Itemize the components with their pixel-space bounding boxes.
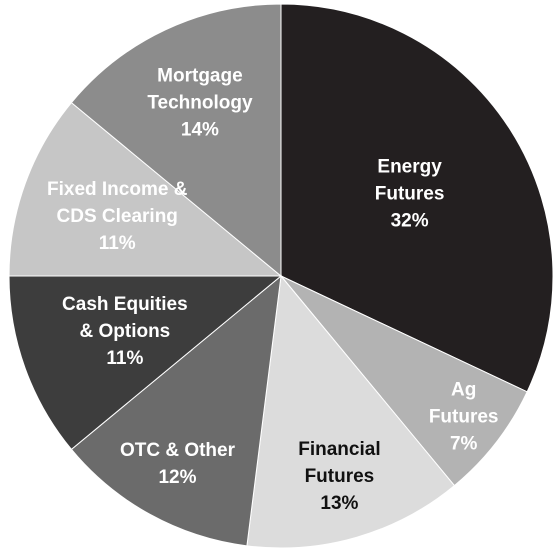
slice-label: Energy <box>377 156 442 177</box>
slice-label: OTC & Other <box>120 440 236 461</box>
slice-label: Technology <box>147 93 253 114</box>
pie-slice <box>246 274 456 549</box>
pie-slice <box>280 3 553 393</box>
slice-label: Futures <box>429 407 499 428</box>
pie-slice <box>70 274 282 547</box>
slice-label: Financial <box>298 439 380 460</box>
pie-slice <box>280 275 528 487</box>
value-label: 14% <box>181 120 219 141</box>
pie-slice <box>70 3 282 278</box>
slice-label: Mortgage <box>157 66 243 87</box>
pie-slice <box>8 101 283 277</box>
value-label: 12% <box>158 467 196 488</box>
slice-label: & Options <box>79 321 170 342</box>
slice-label: Futures <box>375 183 445 204</box>
value-label: 7% <box>450 434 478 455</box>
slice-label: CDS Clearing <box>57 206 178 227</box>
slice-label: Futures <box>305 466 375 487</box>
value-label: 13% <box>320 493 358 514</box>
value-label: 32% <box>391 210 429 231</box>
value-label: 11% <box>99 233 136 254</box>
value-label: 11% <box>106 348 143 369</box>
slice-label: Cash Equities <box>62 294 188 315</box>
slice-label: Ag <box>451 380 476 401</box>
pie-slice <box>8 275 283 451</box>
slice-label: Fixed Income & <box>47 179 188 200</box>
